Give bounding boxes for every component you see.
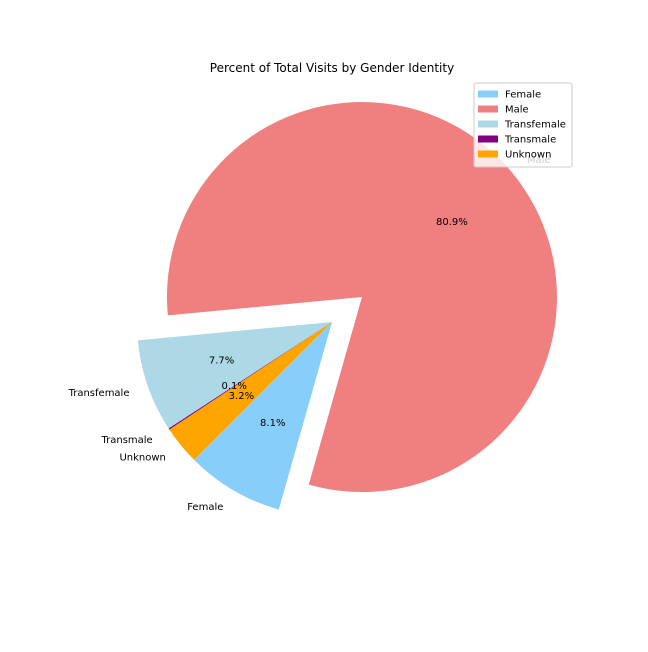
pie-slice-unknown [169, 322, 332, 460]
legend-frame [473, 82, 573, 168]
legend-label-male: Male [505, 105, 529, 116]
category-label-transmale: Transmale [100, 435, 152, 446]
legend-swatch-male [478, 105, 498, 113]
category-label-transfemale: Transfemale [68, 388, 130, 399]
category-label-female: Female [187, 502, 223, 513]
category-label-unknown: Unknown [119, 453, 165, 464]
chart-title: Percent of Total Visits by Gender Identi… [210, 61, 454, 75]
percent-labels: 8.1% 80.9% 7.7% 0.1%3.2% [209, 217, 468, 429]
legend-label-transmale: Transmale [504, 135, 556, 146]
legend-label-unknown: Unknown [505, 150, 551, 161]
percent-label-transmale: 0.1% [222, 381, 247, 392]
percent-label-female: 8.1% [260, 418, 285, 429]
pie-slice-male [166, 102, 557, 493]
pie-slice-transfemale [137, 322, 332, 429]
legend-swatch-unknown [478, 150, 498, 158]
legend-swatch-transmale [478, 135, 498, 143]
pie-slice-transmale [168, 322, 332, 430]
pie-slice-female [194, 322, 332, 510]
percent-label-unknown: 3.2% [229, 391, 254, 402]
pie-slices [137, 102, 557, 510]
legend-label-female: Female [505, 90, 541, 101]
percent-label-transfemale: 7.7% [209, 356, 234, 367]
legend: Female Male Transfemale Transmale Unknown [473, 82, 573, 168]
percent-label-male: 80.9% [436, 217, 468, 228]
legend-swatch-female [478, 90, 498, 98]
legend-swatch-transfemale [478, 120, 498, 128]
legend-label-transfemale: Transfemale [504, 120, 566, 131]
